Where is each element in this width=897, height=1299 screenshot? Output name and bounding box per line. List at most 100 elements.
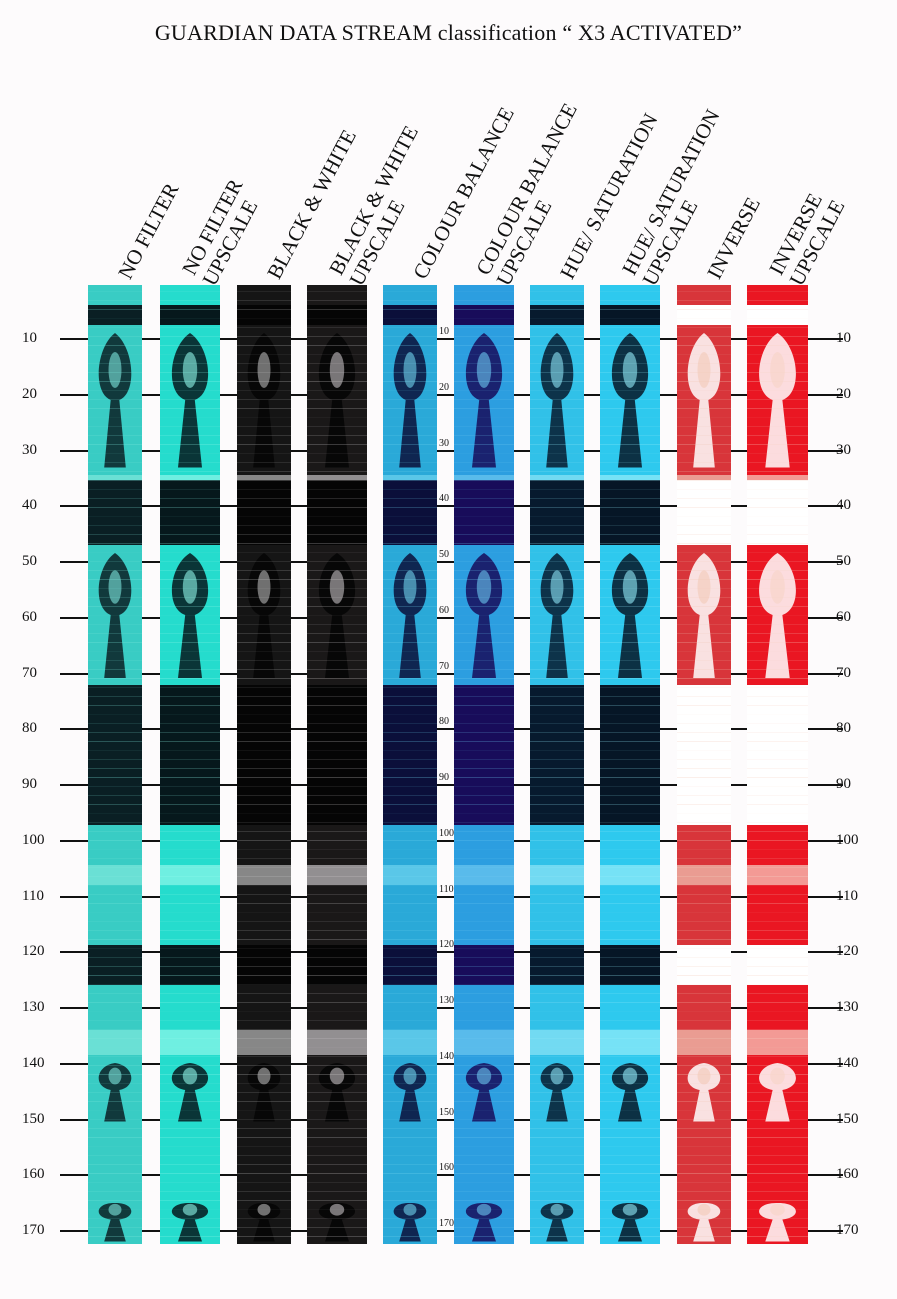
texture-streak: [160, 561, 220, 562]
texture-streak: [160, 426, 220, 427]
texture-streak: [160, 696, 220, 697]
texture-streak: [747, 345, 808, 346]
texture-streak: [237, 534, 291, 535]
tick-line: [437, 617, 454, 619]
texture-streak: [530, 354, 584, 355]
texture-streak: [454, 300, 514, 301]
tick-line: [437, 338, 454, 340]
texture-streak: [454, 705, 514, 706]
tick-line: [220, 896, 237, 898]
texture-streak: [677, 732, 731, 733]
texture-streak: [88, 1173, 142, 1174]
texture-streak: [237, 516, 291, 517]
texture-streak: [600, 750, 660, 751]
texture-streak: [237, 732, 291, 733]
texture-streak: [383, 534, 437, 535]
texture-streak: [307, 300, 367, 301]
texture-streak: [307, 453, 367, 454]
texture-streak: [383, 804, 437, 805]
texture-streak: [383, 507, 437, 508]
texture-streak: [383, 957, 437, 958]
texture-streak: [383, 849, 437, 850]
texture-streak: [600, 561, 660, 562]
texture-streak: [530, 1029, 584, 1030]
texture-streak: [677, 831, 731, 832]
texture-streak: [383, 453, 437, 454]
strip-artwork: [677, 285, 731, 1244]
texture-streak: [454, 714, 514, 715]
texture-streak: [383, 822, 437, 823]
tick-line: [808, 896, 843, 898]
light-band: [530, 1030, 584, 1055]
texture-streak: [600, 579, 660, 580]
tick-line: [437, 840, 454, 842]
texture-streak: [307, 516, 367, 517]
texture-streak: [600, 1209, 660, 1210]
column-label-line: INVERSE: [702, 193, 765, 283]
texture-streak: [747, 1164, 808, 1165]
texture-streak: [530, 453, 584, 454]
image-strip-bw-up: [307, 285, 367, 1244]
texture-streak: [677, 1182, 731, 1183]
tick-line: [142, 505, 160, 507]
texture-streak: [747, 750, 808, 751]
texture-streak: [454, 876, 514, 877]
texture-streak: [160, 642, 220, 643]
texture-streak: [600, 786, 660, 787]
texture-streak: [307, 1020, 367, 1021]
texture-streak: [530, 1218, 584, 1219]
texture-streak: [454, 489, 514, 490]
texture-streak: [383, 633, 437, 634]
texture-streak: [88, 732, 142, 733]
texture-streak: [600, 948, 660, 949]
texture-streak: [160, 291, 220, 292]
texture-streak: [88, 336, 142, 337]
tick-line: [60, 338, 88, 340]
texture-streak: [677, 1146, 731, 1147]
dark-band: [747, 480, 808, 545]
texture-streak: [677, 1101, 731, 1102]
texture-streak: [88, 588, 142, 589]
texture-streak: [307, 822, 367, 823]
texture-streak: [747, 1119, 808, 1120]
texture-streak: [677, 768, 731, 769]
texture-streak: [747, 1182, 808, 1183]
texture-streak: [237, 1173, 291, 1174]
texture-streak: [383, 498, 437, 499]
texture-streak: [677, 300, 731, 301]
texture-streak: [160, 1065, 220, 1066]
texture-streak: [88, 741, 142, 742]
tick-label-left: 120: [22, 943, 45, 959]
texture-streak: [307, 1092, 367, 1093]
texture-streak: [307, 1110, 367, 1111]
dark-band: [237, 685, 291, 825]
texture-streak: [530, 696, 584, 697]
texture-streak: [600, 327, 660, 328]
texture-streak: [530, 291, 584, 292]
texture-streak: [530, 867, 584, 868]
tick-line: [220, 784, 237, 786]
light-band: [160, 475, 220, 480]
texture-streak: [530, 1101, 584, 1102]
texture-streak: [677, 1110, 731, 1111]
tick-label-right: 100: [836, 832, 859, 848]
dark-band: [600, 685, 660, 825]
texture-streak: [677, 1074, 731, 1075]
tick-line: [220, 1063, 237, 1065]
texture-streak: [88, 777, 142, 778]
texture-streak: [530, 651, 584, 652]
texture-streak: [88, 561, 142, 562]
strip-artwork: [383, 285, 437, 1244]
tick-line: [60, 1007, 88, 1009]
texture-streak: [747, 849, 808, 850]
texture-streak: [600, 597, 660, 598]
texture-streak: [600, 471, 660, 472]
texture-streak: [747, 741, 808, 742]
tick-label-left: 30: [22, 442, 37, 458]
texture-streak: [307, 1047, 367, 1048]
texture-streak: [600, 1020, 660, 1021]
texture-streak: [160, 525, 220, 526]
texture-streak: [600, 390, 660, 391]
texture-streak: [454, 822, 514, 823]
tick-label-center: 150: [439, 1107, 454, 1118]
